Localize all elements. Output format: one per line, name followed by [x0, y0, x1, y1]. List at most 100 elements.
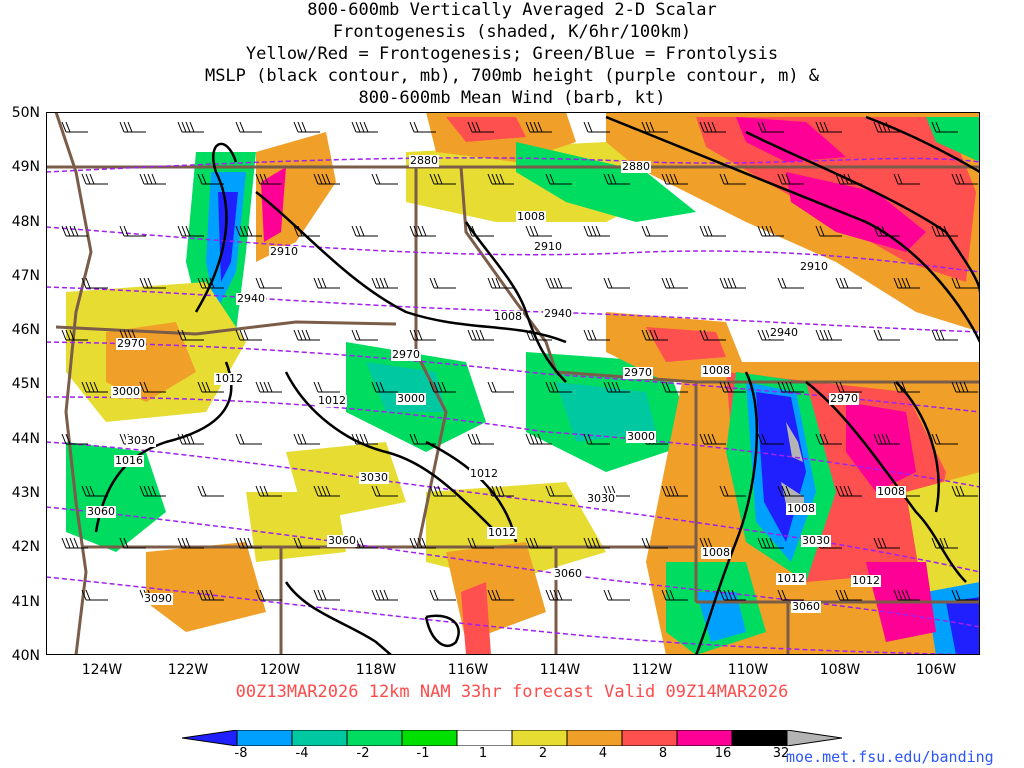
wind-barb — [757, 225, 784, 237]
shade-w-magenta — [261, 167, 286, 242]
lat-label-48n: 48N — [11, 214, 40, 230]
wind-barb — [893, 277, 920, 289]
contour-label: 3060 — [328, 534, 356, 547]
height-contour-3030 — [46, 441, 980, 573]
wind-barb — [951, 485, 978, 497]
contour-label-background — [799, 261, 829, 273]
wind-barb — [197, 277, 224, 289]
lat-label-49n: 49N — [11, 159, 40, 175]
wind-barb — [351, 433, 378, 445]
wind-barb — [545, 381, 572, 393]
mslp-contour-11 — [425, 440, 518, 543]
height-contour-3060 — [46, 506, 980, 628]
wind-barb — [467, 433, 494, 445]
wind-barb — [815, 329, 842, 341]
wind-barb — [371, 485, 398, 497]
title-line-2: Frontogenesis (shaded, K/6hr/100km) — [332, 22, 692, 42]
wind-barb — [873, 225, 900, 237]
contour-label: 3030 — [587, 492, 615, 505]
wind-barb — [313, 277, 340, 289]
wind-barb — [873, 121, 900, 133]
contour-label: 3060 — [554, 567, 582, 580]
contour-label: 2970 — [392, 348, 420, 361]
contour-label-background — [236, 293, 266, 305]
wind-barb — [835, 173, 862, 185]
contour-label-background — [701, 547, 731, 559]
contour-label: 3060 — [792, 600, 820, 613]
wind-barb — [235, 329, 262, 341]
mslp-contour-13 — [284, 581, 392, 655]
wind-barb — [313, 381, 340, 393]
wind-barb — [235, 225, 262, 237]
mslp-contour-1 — [194, 142, 238, 313]
mslp-contour-7 — [865, 115, 980, 174]
colorbar-label-neg1: -1 — [416, 746, 430, 761]
wind-barb — [661, 277, 688, 289]
colorbar-label-4: 4 — [598, 746, 608, 761]
contour-label: 2940 — [770, 326, 798, 339]
wind-barb — [835, 589, 862, 601]
wind-barb — [255, 173, 282, 185]
wind-barb — [177, 121, 204, 133]
border-idaho-montana — [459, 166, 697, 384]
wind-barb — [429, 485, 456, 497]
wind-barb — [371, 277, 398, 289]
wind-barb — [641, 121, 668, 133]
contour-label: 1012 — [470, 467, 498, 480]
shade-or-green — [66, 442, 166, 552]
lon-label-118w: 118W — [355, 662, 397, 678]
wind-barb — [525, 225, 552, 237]
wind-barb — [757, 537, 784, 549]
contour-label: 2970 — [830, 392, 858, 405]
border-wa-or-oregon — [55, 320, 397, 336]
mslp-contour-9 — [805, 381, 967, 583]
wind-barb — [951, 589, 978, 601]
wind-barb — [815, 121, 842, 133]
contour-label: 2940 — [544, 307, 572, 320]
shade-wy-magenta — [846, 402, 916, 492]
contour-label-background — [114, 455, 144, 467]
contour-label-background — [409, 155, 439, 167]
wind-barb — [931, 433, 958, 445]
wind-barb — [197, 381, 224, 393]
contour-label-background — [516, 211, 546, 223]
colorbar-segment — [621, 730, 678, 746]
contour-label-background — [553, 568, 583, 580]
wind-barb — [583, 121, 610, 133]
colorbar-segment — [401, 730, 458, 746]
contour-label-background — [626, 431, 656, 443]
wind-barb — [351, 121, 378, 133]
mslp-contour-12 — [895, 381, 940, 513]
colorbar-segment — [182, 730, 238, 746]
wind-barb — [873, 537, 900, 549]
contour-label: 1008 — [494, 310, 522, 323]
wind-barb — [815, 433, 842, 445]
contour-label: 2910 — [534, 240, 562, 253]
mslp-contour-8 — [694, 371, 759, 655]
wind-barb — [835, 277, 862, 289]
shade-ne-magenta-2 — [736, 117, 846, 162]
shade-sw-orange — [146, 542, 266, 632]
wind-barb — [409, 329, 436, 341]
contour-label-background — [143, 593, 173, 605]
contour-label: 3000 — [627, 430, 655, 443]
wind-barb — [255, 277, 282, 289]
contour-label-background — [829, 393, 859, 405]
wind-barb — [699, 225, 726, 237]
wind-barb — [81, 485, 108, 497]
contour-labels: 2880 2880 2910 2910 2910 2940 2940 2940 2970 2970… — [86, 154, 906, 613]
colorbar-label-2: 2 — [538, 746, 548, 761]
lat-label-46n: 46N — [11, 322, 40, 338]
contour-label-background — [269, 246, 299, 258]
contour-label-background — [769, 327, 799, 339]
contour-label-background — [86, 506, 116, 518]
wind-barb — [873, 433, 900, 445]
wind-barb — [525, 329, 552, 341]
wind-barb — [545, 589, 572, 601]
wind-barb — [777, 277, 804, 289]
wind-barb — [119, 225, 146, 237]
lon-label-112w: 112W — [631, 662, 673, 678]
height-contour-2970 — [46, 341, 980, 413]
wind-barb — [719, 173, 746, 185]
wind-barb — [81, 277, 108, 289]
